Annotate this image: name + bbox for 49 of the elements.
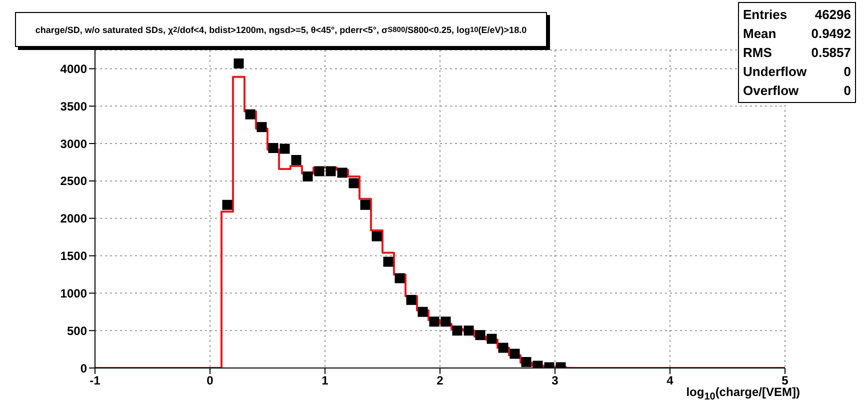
text: Mean 0.9492: [743, 26, 851, 41]
x-tick-label: 3: [552, 374, 559, 388]
text: RMS 0.5857: [743, 45, 851, 60]
point: [498, 342, 508, 353]
y-tick-label: 2000: [60, 212, 88, 226]
text: Entries 46296: [743, 7, 851, 22]
x-tick-label: 1: [322, 374, 329, 388]
point: [348, 178, 359, 188]
y-tick-label: 1000: [60, 286, 88, 300]
y-tick-label: 1500: [60, 249, 88, 264]
point: [280, 144, 290, 154]
point: [486, 334, 497, 344]
point: [452, 326, 462, 336]
point: [464, 326, 474, 336]
x-tick-label: 2: [436, 374, 444, 388]
point: [372, 231, 382, 242]
point: [360, 200, 370, 210]
point: [337, 168, 348, 178]
point: [510, 348, 520, 359]
point: [291, 154, 302, 165]
point: [268, 143, 278, 154]
text: Overflow 0: [743, 83, 851, 98]
text: Underflow 0: [743, 64, 851, 79]
point: [429, 316, 440, 327]
point: [394, 273, 405, 284]
point: [302, 171, 313, 182]
y-tick-label: 2500: [60, 174, 88, 188]
x-tick-label: 5: [782, 374, 789, 388]
x-tick-label: 4: [666, 374, 674, 388]
y-tick-label: 4000: [60, 62, 88, 76]
point: [418, 306, 428, 317]
point: [234, 58, 244, 68]
y-tick-label: 500: [66, 324, 88, 338]
point: [245, 109, 256, 120]
point: [521, 357, 532, 368]
x-axis-title: log$_{10}$(charge/[VEM]): [686, 385, 800, 401]
point: [314, 166, 324, 176]
point: [383, 256, 394, 267]
x-tick-label: -1: [90, 374, 101, 388]
y-tick-label: 3000: [60, 136, 88, 151]
point: [475, 330, 486, 340]
point: [440, 316, 451, 327]
point: [256, 122, 267, 132]
point: [222, 200, 232, 210]
point: [326, 166, 336, 176]
x-tick-label: 0: [206, 374, 214, 388]
y-tick-label: 3500: [60, 99, 88, 114]
y-tick-label: 0: [80, 361, 88, 376]
point: [406, 294, 416, 305]
